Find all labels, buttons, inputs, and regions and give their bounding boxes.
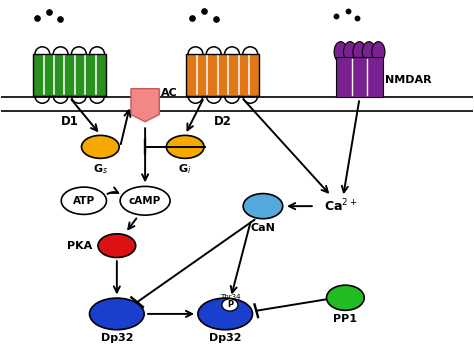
Ellipse shape [353,42,366,62]
Bar [186,54,259,96]
Ellipse shape [198,298,253,330]
Text: NMDAR: NMDAR [385,75,432,85]
Text: Ca$^{2+}$: Ca$^{2+}$ [324,198,357,214]
Bar [33,54,106,96]
Text: AC: AC [161,88,178,98]
Text: G$_s$: G$_s$ [93,162,108,176]
Ellipse shape [372,42,385,62]
Text: ATP: ATP [73,196,95,206]
Text: Dp32: Dp32 [209,333,241,342]
Text: cAMP: cAMP [129,196,161,206]
Text: G$_i$: G$_i$ [179,162,192,176]
Ellipse shape [82,135,119,158]
Ellipse shape [166,135,204,158]
Ellipse shape [90,298,144,330]
Ellipse shape [344,42,357,62]
Ellipse shape [98,234,136,257]
Text: PKA: PKA [67,241,92,251]
Text: PP1: PP1 [333,314,357,324]
Ellipse shape [327,285,364,310]
Ellipse shape [61,187,107,214]
Text: D1: D1 [61,115,79,129]
Polygon shape [131,89,159,122]
Ellipse shape [362,42,375,62]
Text: CaN: CaN [250,223,275,233]
Text: Dp32: Dp32 [100,333,133,342]
Circle shape [222,299,238,311]
Text: P: P [227,300,233,310]
Text: D2: D2 [214,115,232,129]
Ellipse shape [243,194,283,219]
Bar [336,57,383,97]
Text: Thr34: Thr34 [219,294,240,300]
Ellipse shape [120,186,170,215]
Ellipse shape [334,42,347,62]
